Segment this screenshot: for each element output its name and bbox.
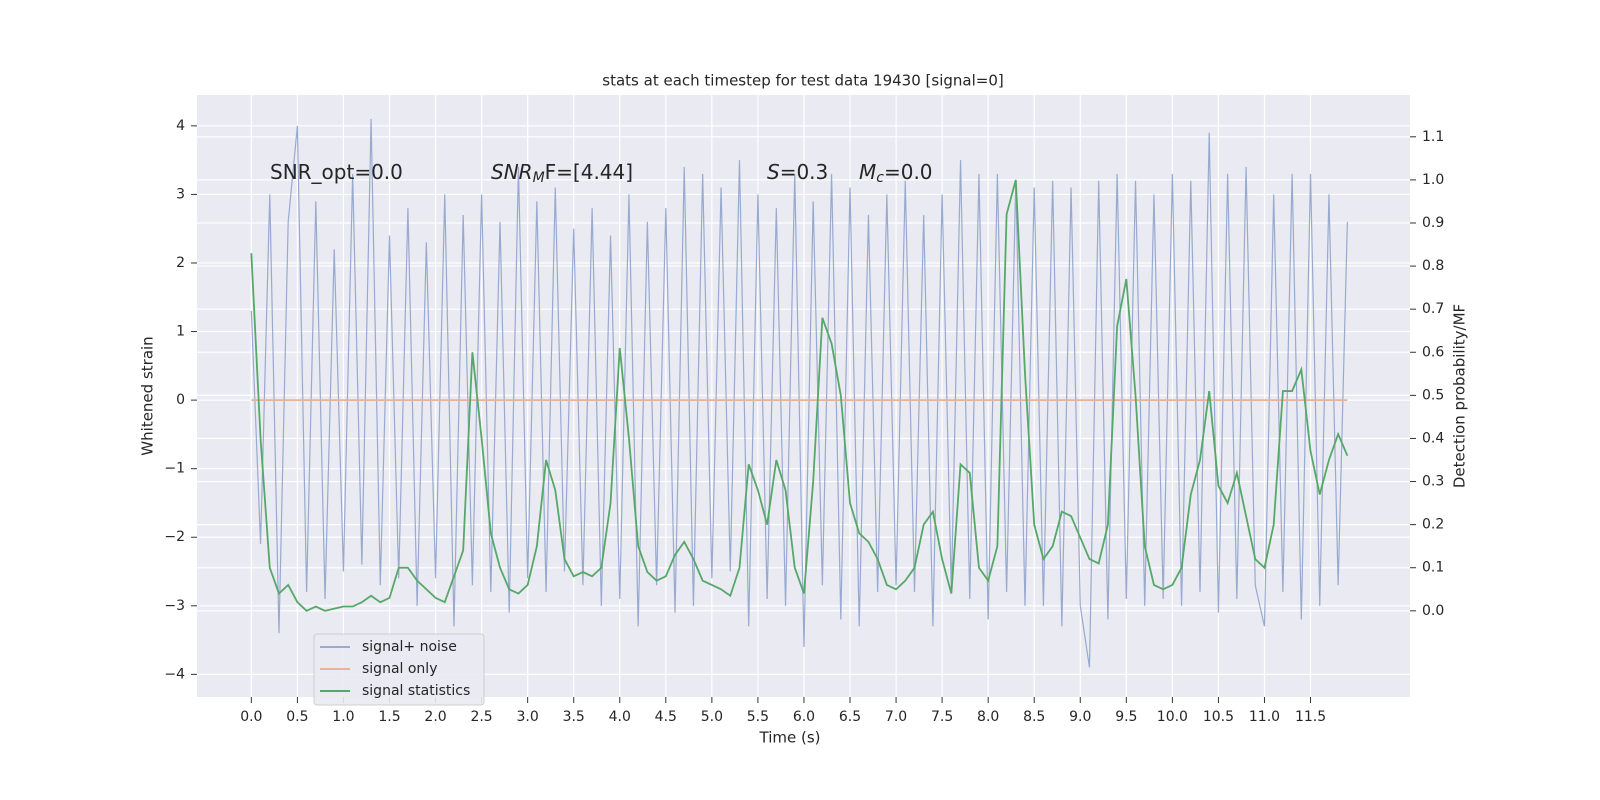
annotation-subscript: c (876, 170, 884, 186)
y2-axis-label: Detection probability/MF (1451, 304, 1469, 488)
x-tick-label: 3.0 (517, 709, 539, 725)
x-tick-label: 4.0 (609, 709, 631, 725)
x-tick-label: 8.0 (977, 709, 999, 725)
annotation: S=0.3 (767, 160, 828, 184)
y2-tick-label: 0.6 (1422, 344, 1444, 360)
y2-tick-label: 0.3 (1422, 474, 1444, 490)
annotation: Mc=0.0 (859, 160, 933, 187)
y2-tick-label: 0.9 (1422, 215, 1444, 231)
y2-tick-label: 1.0 (1422, 172, 1444, 188)
x-tick-label: 6.5 (839, 709, 861, 725)
series-line (250, 118, 1348, 668)
x-tick-label: 3.5 (563, 709, 585, 725)
legend-box (313, 633, 485, 706)
legend: signal+ noise signal only signal statistic… (313, 633, 485, 706)
x-tick-label: 9.0 (1069, 709, 1091, 725)
y2-tick-label: 0.5 (1422, 387, 1444, 403)
y2-tick-label: 1.1 (1422, 129, 1444, 145)
y2-tick-label: 0.2 (1422, 517, 1444, 533)
x-tick-label: 5.0 (701, 709, 723, 725)
y-tick-label: −3 (164, 598, 185, 614)
annotation-symbol: M (859, 160, 876, 184)
x-tick-label: 1.5 (378, 709, 400, 725)
y-tick-label: 3 (176, 186, 185, 202)
legend-label: signal statistics (362, 683, 470, 699)
annotation: SNRMF=[4.44] (491, 160, 633, 187)
x-tick-label: 7.5 (931, 709, 953, 725)
annotation-subscript: M (533, 170, 545, 186)
y-axis-label: Whitened strain (139, 336, 157, 455)
y-tick-label: 2 (176, 255, 185, 271)
y-tick-label: −1 (164, 461, 185, 477)
y2-tick-label: 0.8 (1422, 258, 1444, 274)
x-tick-label: 2.0 (424, 709, 446, 725)
annotation-text: SNR_opt=0.0 (270, 160, 403, 184)
y2-tick-label: 0.4 (1422, 430, 1444, 446)
y-tick-label: 4 (176, 118, 185, 134)
annotation: SNR_opt=0.0 (270, 160, 403, 184)
y-tick-label: 0 (176, 392, 185, 408)
x-tick-label: 7.0 (885, 709, 907, 725)
y2-tick-label: 0.7 (1422, 301, 1444, 317)
annotation-rest: =0.3 (780, 160, 829, 184)
y-tick-label: −4 (164, 666, 185, 682)
x-tick-label: 10.0 (1157, 709, 1188, 725)
x-tick-label: 11.0 (1249, 709, 1280, 725)
x-tick-label: 9.5 (1115, 709, 1137, 725)
series-line (250, 179, 1349, 612)
x-axis-label: Time (s) (759, 729, 821, 747)
x-tick-label: 0.0 (240, 709, 262, 725)
x-tick-label: 0.5 (286, 709, 308, 725)
legend-label: signal+ noise (362, 639, 457, 655)
x-tick-label: 1.0 (332, 709, 354, 725)
annotation-symbol: SNR (491, 160, 533, 184)
annotation-symbol: S (767, 160, 780, 184)
x-tick-label: 11.5 (1295, 709, 1326, 725)
x-tick-label: 6.0 (793, 709, 815, 725)
x-tick-label: 5.5 (747, 709, 769, 725)
y2-tick-label: 0.0 (1422, 603, 1444, 619)
y-tick-label: −2 (164, 529, 185, 545)
chart-title: stats at each timestep for test data 194… (602, 72, 1003, 90)
y-tick-label: 1 (176, 324, 185, 340)
x-tick-label: 10.5 (1203, 709, 1234, 725)
legend-label: signal only (362, 661, 437, 677)
x-tick-label: 4.5 (655, 709, 677, 725)
annotation-rest: =0.0 (884, 160, 933, 184)
x-tick-label: 2.5 (470, 709, 492, 725)
annotation-rest: F=[4.44] (545, 160, 633, 184)
x-tick-label: 8.5 (1023, 709, 1045, 725)
y2-tick-label: 0.1 (1422, 560, 1444, 576)
